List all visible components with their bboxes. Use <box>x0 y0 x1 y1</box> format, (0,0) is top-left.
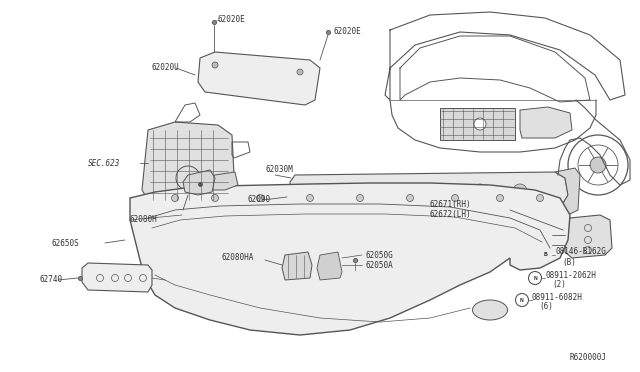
Circle shape <box>172 195 179 202</box>
Circle shape <box>473 184 487 198</box>
Text: (6): (6) <box>539 302 553 311</box>
Text: 62050G: 62050G <box>365 250 393 260</box>
Text: N: N <box>533 276 537 280</box>
Circle shape <box>536 195 543 202</box>
Text: (2): (2) <box>552 280 566 289</box>
Circle shape <box>406 195 413 202</box>
Text: 08911-6082H: 08911-6082H <box>532 292 583 301</box>
Circle shape <box>513 184 527 198</box>
Circle shape <box>393 184 407 198</box>
Polygon shape <box>183 170 215 195</box>
Circle shape <box>451 195 458 202</box>
Text: 62020E: 62020E <box>333 28 361 36</box>
Text: 62030M: 62030M <box>265 166 292 174</box>
Circle shape <box>433 184 447 198</box>
Text: SEC.623: SEC.623 <box>88 158 120 167</box>
Circle shape <box>313 184 327 198</box>
Circle shape <box>497 195 504 202</box>
Text: 62020U: 62020U <box>152 64 180 73</box>
Polygon shape <box>282 252 312 280</box>
Circle shape <box>474 118 486 130</box>
Text: 62050A: 62050A <box>365 260 393 269</box>
Circle shape <box>590 157 606 173</box>
Polygon shape <box>555 168 580 215</box>
Circle shape <box>353 184 367 198</box>
Polygon shape <box>198 52 320 105</box>
Text: 62650S: 62650S <box>52 238 80 247</box>
Circle shape <box>307 195 314 202</box>
Circle shape <box>356 195 364 202</box>
Polygon shape <box>565 215 612 258</box>
Circle shape <box>297 69 303 75</box>
Text: 62740: 62740 <box>40 276 63 285</box>
Polygon shape <box>200 172 238 190</box>
Text: (B): (B) <box>562 257 576 266</box>
Text: 62020E: 62020E <box>218 16 246 25</box>
Bar <box>440 108 515 140</box>
Text: R620000J: R620000J <box>570 353 607 362</box>
Text: 62672(LH): 62672(LH) <box>430 211 472 219</box>
Polygon shape <box>317 252 342 280</box>
Polygon shape <box>290 172 568 207</box>
Circle shape <box>257 195 264 202</box>
Ellipse shape <box>472 300 508 320</box>
Text: 62671(RH): 62671(RH) <box>430 201 472 209</box>
Circle shape <box>211 195 218 202</box>
Text: 62090: 62090 <box>248 196 271 205</box>
Text: B: B <box>543 253 547 257</box>
Circle shape <box>212 62 218 68</box>
Text: N: N <box>520 298 524 302</box>
Text: 08911-2062H: 08911-2062H <box>545 270 596 279</box>
Text: 62080HA: 62080HA <box>222 253 254 263</box>
Polygon shape <box>520 107 572 138</box>
Text: 08146-B162G: 08146-B162G <box>555 247 606 257</box>
Text: 62080H: 62080H <box>130 215 157 224</box>
Polygon shape <box>82 263 152 292</box>
Polygon shape <box>130 183 570 335</box>
Polygon shape <box>142 122 235 210</box>
